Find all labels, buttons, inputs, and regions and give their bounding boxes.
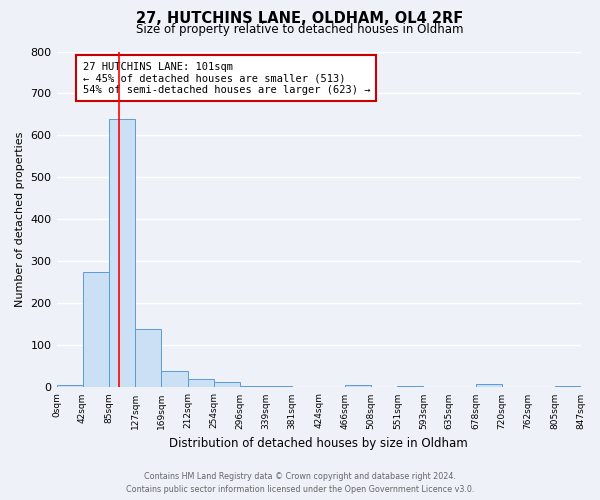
Text: Size of property relative to detached houses in Oldham: Size of property relative to detached ho… bbox=[136, 22, 464, 36]
Bar bbox=[161, 372, 188, 388]
Bar bbox=[345, 386, 371, 388]
Text: Contains HM Land Registry data © Crown copyright and database right 2024.
Contai: Contains HM Land Registry data © Crown c… bbox=[126, 472, 474, 494]
Bar bbox=[135, 328, 161, 388]
Bar bbox=[397, 386, 424, 388]
Bar bbox=[266, 386, 292, 388]
Text: 27, HUTCHINS LANE, OLDHAM, OL4 2RF: 27, HUTCHINS LANE, OLDHAM, OL4 2RF bbox=[136, 11, 464, 26]
Bar bbox=[83, 272, 109, 388]
Bar bbox=[239, 386, 266, 388]
Y-axis label: Number of detached properties: Number of detached properties bbox=[15, 132, 25, 307]
Bar bbox=[109, 118, 135, 388]
X-axis label: Distribution of detached houses by size in Oldham: Distribution of detached houses by size … bbox=[169, 437, 468, 450]
Bar bbox=[476, 384, 502, 388]
Bar bbox=[214, 382, 239, 388]
Bar bbox=[188, 379, 214, 388]
Text: 27 HUTCHINS LANE: 101sqm
← 45% of detached houses are smaller (513)
54% of semi-: 27 HUTCHINS LANE: 101sqm ← 45% of detach… bbox=[83, 62, 370, 95]
Bar bbox=[56, 386, 83, 388]
Bar bbox=[554, 386, 580, 388]
